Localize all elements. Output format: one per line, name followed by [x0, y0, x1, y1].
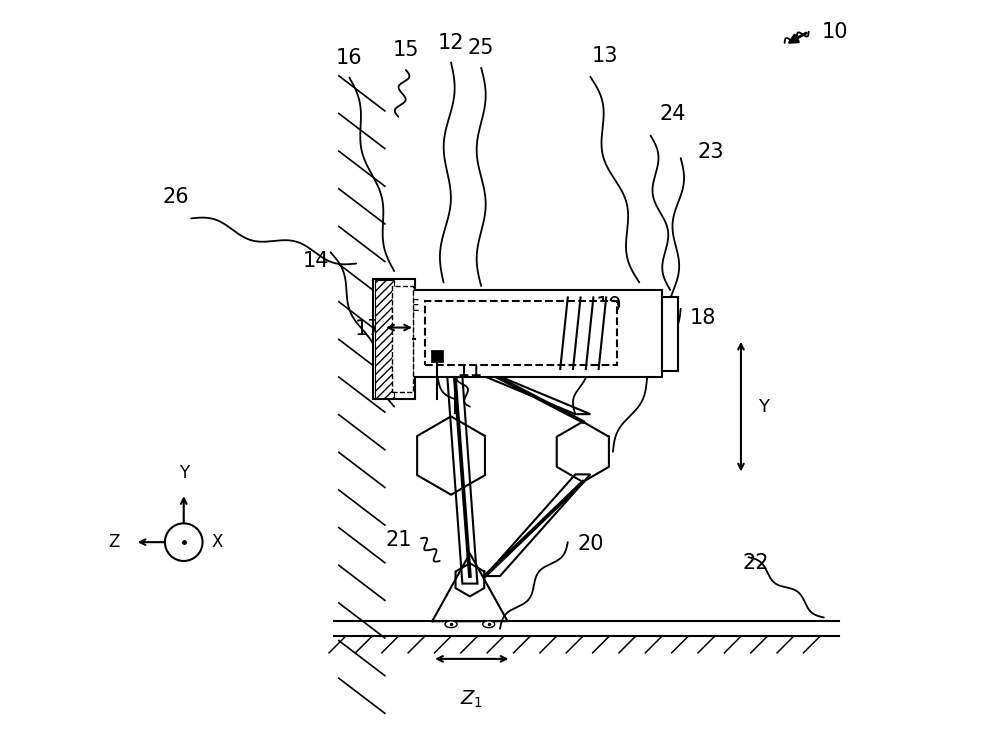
Bar [662, 297, 678, 371]
Text: 25: 25 [468, 38, 494, 58]
Text: 17: 17 [355, 319, 381, 339]
Text: 14: 14 [302, 252, 329, 271]
Text: 20: 20 [577, 534, 604, 553]
Text: 13: 13 [592, 46, 619, 66]
Bar [375, 280, 394, 398]
Text: 19: 19 [596, 297, 622, 316]
Bar [431, 350, 443, 362]
Text: $Z_1$: $Z_1$ [460, 689, 483, 710]
Text: 26: 26 [163, 187, 190, 207]
Polygon shape [485, 474, 590, 576]
Text: 11: 11 [457, 361, 483, 380]
Text: Y: Y [758, 398, 769, 416]
Text: 22: 22 [743, 553, 769, 572]
Text: 18: 18 [690, 308, 716, 328]
Text: 21: 21 [385, 530, 412, 550]
Text: 10: 10 [822, 22, 848, 41]
Bar [392, 286, 413, 392]
Text: E: E [409, 299, 419, 314]
Text: 12: 12 [438, 33, 464, 53]
Text: 23: 23 [698, 142, 724, 162]
Text: 15: 15 [393, 41, 419, 60]
Polygon shape [485, 376, 590, 414]
Bar [413, 290, 662, 376]
Text: 24: 24 [660, 105, 686, 124]
Text: Y: Y [179, 464, 189, 482]
Text: 16: 16 [336, 48, 363, 68]
Bar [425, 301, 617, 365]
Bar [373, 279, 415, 399]
Ellipse shape [445, 620, 457, 628]
Polygon shape [447, 376, 477, 584]
Text: Z: Z [108, 533, 120, 551]
Circle shape [165, 523, 203, 561]
Ellipse shape [483, 620, 495, 628]
Text: X: X [212, 533, 223, 551]
